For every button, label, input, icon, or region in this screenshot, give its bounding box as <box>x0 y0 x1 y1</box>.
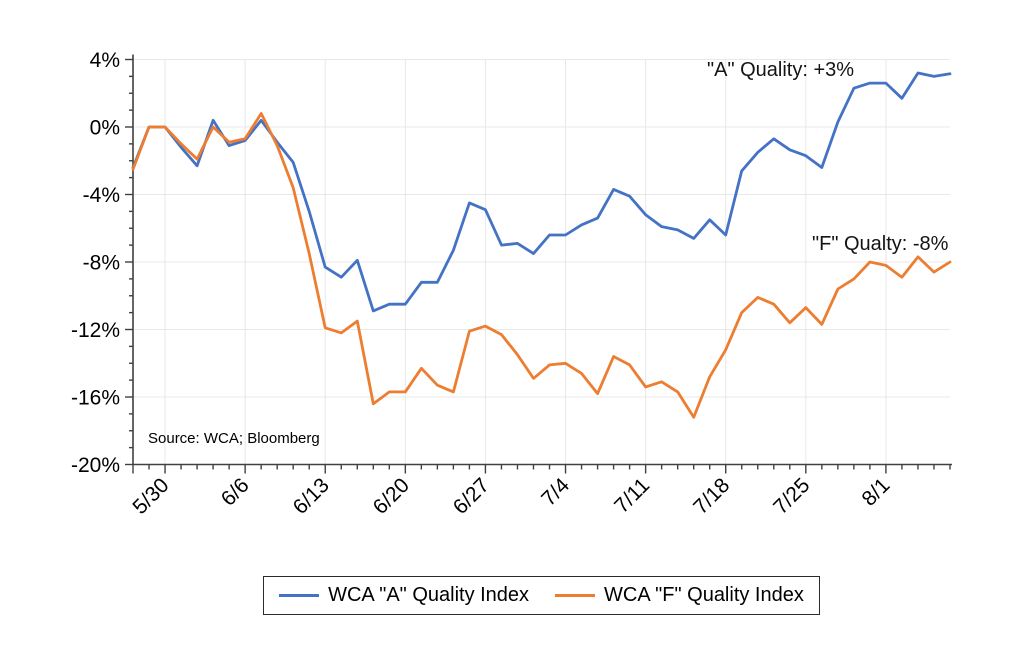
y-tick-label: 4% <box>90 49 120 72</box>
y-tick-label: 0% <box>90 117 120 140</box>
y-tick-label: -4% <box>83 184 120 207</box>
x-tick-label: 7/4 <box>537 474 574 511</box>
legend-label-a-index: WCA "A" Quality Index <box>328 584 530 606</box>
legend: WCA "A" Quality Index WCA "F" Quality In… <box>263 576 820 615</box>
series-line-f <box>131 112 952 419</box>
legend-wrap: WCA "A" Quality Index WCA "F" Quality In… <box>133 576 950 615</box>
x-tick-label: 7/25 <box>769 474 814 519</box>
x-tick-label: 6/27 <box>449 474 494 519</box>
y-tick-label: -12% <box>71 319 120 342</box>
x-tick-label: 5/30 <box>128 474 173 519</box>
legend-item-a-index: WCA "A" Quality Index <box>279 584 529 607</box>
x-tick-label: 6/13 <box>289 474 334 519</box>
legend-label-f-index: WCA "F" Quality Index <box>604 584 804 606</box>
x-tick-label: 6/6 <box>217 474 254 511</box>
series-line-a <box>131 71 952 313</box>
y-tick-label: -20% <box>71 454 120 477</box>
x-tick-label: 8/1 <box>858 474 895 511</box>
source-note: Source: WCA; Bloomberg <box>148 430 320 447</box>
annotation-f-quality: "F" Qualty: -8% <box>812 233 949 255</box>
x-tick-label: 7/11 <box>610 474 654 518</box>
y-tick-label: -16% <box>71 387 120 410</box>
annotation-a-quality: "A" Quality: +3% <box>707 59 855 81</box>
x-tick-label: 7/18 <box>689 474 734 519</box>
y-tick-label: -8% <box>83 252 120 275</box>
legend-swatch-f-line <box>555 594 596 597</box>
legend-swatch-a-line <box>279 594 320 597</box>
legend-item-f-index: WCA "F" Quality Index <box>555 584 804 607</box>
x-tick-label: 6/20 <box>369 474 414 519</box>
